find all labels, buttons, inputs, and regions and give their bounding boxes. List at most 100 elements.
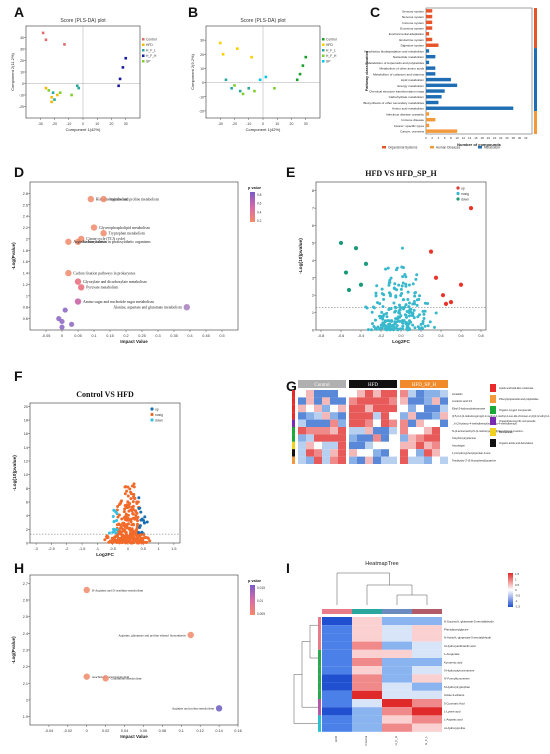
legend-swatch (322, 38, 325, 41)
heatmap-cell (440, 397, 448, 405)
volcano-point (423, 309, 427, 313)
volcano-point (406, 298, 410, 302)
legend-swatch (142, 43, 145, 46)
heatmap-cell (382, 617, 412, 626)
volcano-point (421, 326, 425, 330)
row-label: 3-Hydroxytryptamine (452, 436, 476, 440)
volcano-point (403, 273, 407, 277)
x-tick-label: 26 (505, 136, 509, 140)
volcano-point (423, 324, 427, 328)
volcano-point (118, 501, 122, 505)
heatmap-cell (440, 449, 448, 457)
volcano-point (374, 327, 378, 331)
heatmap-cell (349, 390, 357, 398)
heatmap-cell (298, 427, 306, 435)
heatmap-cell (382, 707, 412, 716)
heatmap-cell (416, 434, 424, 442)
volcano-point (406, 327, 410, 331)
x-tick-label: 0.5 (141, 547, 146, 551)
bar (426, 83, 458, 88)
column-label: H_F_H (394, 736, 398, 746)
heatmap-cell (322, 397, 330, 405)
x-tick-label: -2.5 (48, 547, 55, 551)
volcano-point (137, 531, 141, 535)
volcano-point (127, 502, 131, 506)
legend-tick: 0.8 (257, 193, 262, 197)
volcano-point-up (468, 206, 474, 211)
volcano-point (412, 299, 416, 303)
y-tick-label: 2.4 (23, 215, 28, 219)
bubble (74, 278, 82, 285)
volcano-point (411, 323, 415, 327)
heatmap-cell (416, 412, 424, 420)
heatmap-cell (298, 397, 306, 405)
x-tick-label: 20 (487, 136, 491, 140)
heatmap-cell (424, 404, 432, 413)
heatmap-cell (352, 682, 382, 691)
heatmap-cell (373, 397, 381, 405)
volcano-point (409, 320, 413, 324)
row-label: Phenylacetylglycine (444, 628, 469, 632)
data-point (230, 86, 233, 90)
x-tick-label: 1.5 (171, 547, 176, 551)
row-label: Indole-3-ethanol (444, 693, 465, 697)
volcano-point (131, 539, 135, 543)
bubble (74, 298, 82, 305)
volcano-point (131, 512, 135, 516)
x-axis-label: Component 1(42%) (66, 127, 101, 132)
volcano-point (134, 531, 138, 535)
bar (426, 66, 436, 70)
y-tick-label: 0 (26, 542, 28, 546)
heatmap-cell (322, 682, 352, 691)
volcano-point (414, 277, 418, 281)
heatmap-cell (373, 449, 381, 457)
volcano-point (392, 287, 396, 291)
volcano-point (148, 539, 152, 543)
column-label: HFD (334, 735, 338, 742)
row-label: α-Hydroxyproline (444, 726, 466, 730)
bubble (65, 238, 72, 245)
category-label: Metabolism of other amino acids (379, 67, 424, 71)
x-tick-label: 0 (127, 547, 129, 551)
row-label: 5-Hydroxytryptophan (444, 685, 470, 689)
heatmap-cell (432, 390, 440, 398)
heatmap-cell (365, 397, 373, 405)
heatmap-cell (306, 449, 314, 457)
heatmap-cell (373, 427, 381, 435)
heatmap-cell (314, 449, 322, 457)
volcano-point (407, 310, 411, 314)
volcano-point (128, 526, 132, 530)
data-point (118, 77, 122, 81)
heatmap-cell (365, 441, 373, 450)
heatmap-cell (424, 449, 432, 457)
heatmap-cell (432, 397, 440, 405)
volcano-point (135, 522, 139, 526)
heatmap-cell (424, 434, 432, 442)
heatmap-cell (373, 390, 381, 398)
volcano-point-up (458, 282, 464, 287)
heatmap-cell (306, 397, 314, 405)
x-tick-label: 0.16 (234, 729, 241, 733)
bar (426, 77, 451, 82)
heatmap-cell (412, 682, 442, 691)
y-tick-label: -20 (199, 109, 204, 113)
heatmap-cell (408, 434, 416, 442)
volcano-point (409, 307, 413, 311)
volcano-point (119, 526, 123, 530)
volcano-point (388, 280, 392, 284)
volcano-point (134, 528, 138, 532)
heatmap-cell (352, 723, 382, 732)
y-tick-label: 10 (24, 473, 28, 477)
volcano-point (381, 305, 385, 309)
heatmap-cell (381, 390, 389, 398)
group-header (400, 380, 448, 388)
y-tick-label: 2.6 (23, 599, 28, 603)
y-tick-label: 20 (200, 53, 204, 57)
volcano-point (396, 316, 400, 320)
volcano-point (130, 484, 134, 488)
volcano-point (375, 284, 379, 288)
legend-label: H_F_H (326, 54, 337, 58)
heatmap-cell (440, 434, 448, 442)
heatmap-cell (330, 404, 338, 413)
volcano-point (416, 325, 420, 329)
